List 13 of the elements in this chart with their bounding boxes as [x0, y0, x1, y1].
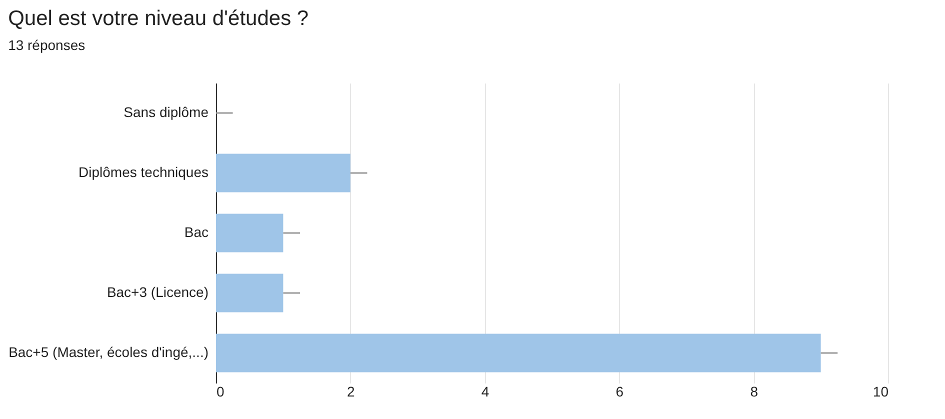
- y-tick-label: Diplômes techniques: [78, 164, 208, 180]
- y-tick-label: Bac+3 (Licence): [106, 284, 208, 300]
- x-tick-label: 6: [616, 384, 624, 400]
- y-tick-label: Sans diplôme: [124, 104, 209, 120]
- y-tick-label: Bac+5 (Master, écoles d'ingé,...): [8, 344, 208, 360]
- x-tick-label: 0: [216, 384, 224, 400]
- y-tick-label: Bac: [184, 224, 208, 240]
- x-tick-label: 8: [750, 384, 758, 400]
- chart-title: Quel est votre niveau d'études ?: [8, 7, 309, 30]
- x-tick-label: 2: [347, 384, 355, 400]
- text: 13 réponses: [8, 37, 86, 53]
- x-tick-label: 4: [481, 384, 490, 400]
- x-tick-label: 10: [872, 384, 889, 400]
